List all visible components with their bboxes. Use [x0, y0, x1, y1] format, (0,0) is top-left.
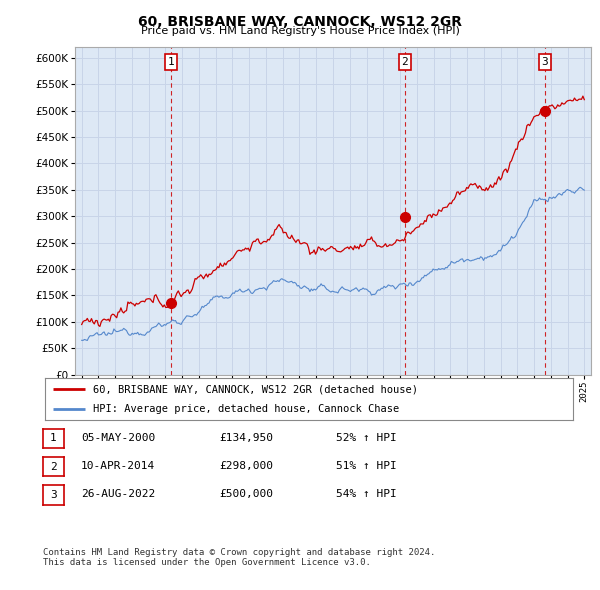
Text: 05-MAY-2000: 05-MAY-2000 [81, 433, 155, 442]
Text: 2: 2 [401, 57, 408, 67]
Text: 1: 1 [50, 433, 57, 443]
Text: HPI: Average price, detached house, Cannock Chase: HPI: Average price, detached house, Cann… [92, 404, 399, 414]
Text: 1: 1 [168, 57, 175, 67]
Text: £500,000: £500,000 [219, 490, 273, 499]
Text: 2: 2 [50, 461, 57, 471]
Text: 51% ↑ HPI: 51% ↑ HPI [336, 461, 397, 471]
Text: £134,950: £134,950 [219, 433, 273, 442]
Text: £298,000: £298,000 [219, 461, 273, 471]
Text: Price paid vs. HM Land Registry's House Price Index (HPI): Price paid vs. HM Land Registry's House … [140, 26, 460, 36]
Text: 54% ↑ HPI: 54% ↑ HPI [336, 490, 397, 499]
Text: Contains HM Land Registry data © Crown copyright and database right 2024.
This d: Contains HM Land Registry data © Crown c… [43, 548, 436, 567]
Text: 60, BRISBANE WAY, CANNOCK, WS12 2GR: 60, BRISBANE WAY, CANNOCK, WS12 2GR [138, 15, 462, 30]
Text: 26-AUG-2022: 26-AUG-2022 [81, 490, 155, 499]
Text: 52% ↑ HPI: 52% ↑ HPI [336, 433, 397, 442]
Text: 60, BRISBANE WAY, CANNOCK, WS12 2GR (detached house): 60, BRISBANE WAY, CANNOCK, WS12 2GR (det… [92, 385, 418, 395]
Text: 3: 3 [542, 57, 548, 67]
Text: 10-APR-2014: 10-APR-2014 [81, 461, 155, 471]
Text: 3: 3 [50, 490, 57, 500]
